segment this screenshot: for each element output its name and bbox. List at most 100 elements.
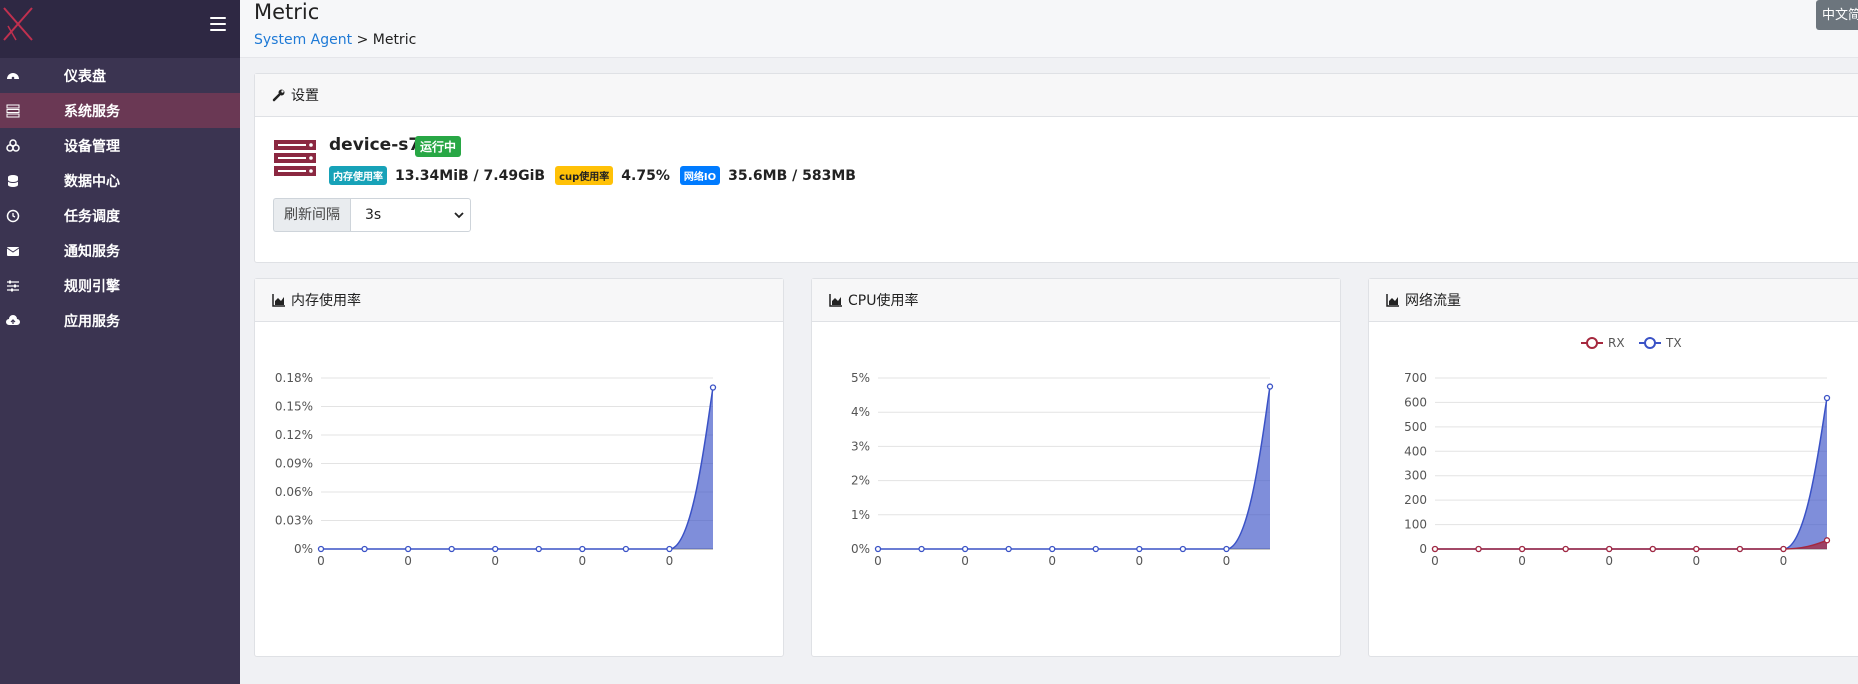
refresh-interval-value: 3s (365, 207, 382, 223)
breadcrumb-separator: > (356, 32, 369, 48)
sidebar-item-label: 任务调度 (64, 208, 120, 225)
cpu-chart: 0% 1% 2% 3% 4% 5% 0 0 0 0 0 (851, 371, 1274, 568)
sidebar-item-label: 通知服务 (64, 243, 120, 260)
sidebar: 仪表盘 系统服务 设备管理 数据中心 任务调度 通知服务 规则引擎 应用服务 (0, 0, 240, 684)
chart-title: 内存使用率 (291, 293, 361, 309)
x-tick-label: 0 (1605, 554, 1613, 568)
y-tick-label: 0% (294, 542, 313, 556)
sidebar-item-label: 应用服务 (64, 313, 120, 330)
sidebar-item-device-management[interactable]: 设备管理 (0, 128, 240, 163)
sidebar-item-dashboard[interactable]: 仪表盘 (0, 58, 240, 93)
sidebar-item-system-service[interactable]: 系统服务 (0, 93, 240, 128)
area-chart-icon (829, 294, 842, 307)
data-point-rx (1606, 545, 1613, 553)
devices-icon (6, 139, 20, 152)
series-area-tx (878, 386, 1270, 549)
wrench-icon (272, 89, 285, 102)
sliders-icon (7, 280, 19, 292)
envelope-icon (6, 247, 20, 256)
data-point-tx (622, 545, 630, 553)
x-tick-label: 0 (1693, 554, 1701, 568)
language-button[interactable]: 中文简 (1816, 0, 1858, 30)
memory-chart-card: 内存使用率 0% 0.03% 0.06% 0.09% 0.12% 0.15% 0.18% 0 0… (254, 278, 784, 657)
legend-marker (1644, 337, 1656, 349)
y-tick-label: 2% (851, 474, 870, 488)
y-tick-label: 200 (1404, 493, 1427, 507)
breadcrumb-link-system-agent[interactable]: System Agent (254, 32, 353, 48)
data-point-tx (317, 545, 325, 553)
breadcrumb: System Agent > Metric (254, 32, 416, 48)
sidebar-item-data-center[interactable]: 数据中心 (0, 163, 240, 198)
sidebar-item-task-schedule[interactable]: 任务调度 (0, 198, 240, 233)
clock-icon (6, 209, 20, 223)
y-tick-label: 0.12% (275, 428, 313, 442)
memory-value: 13.34MiB / 7.49GiB (395, 167, 546, 184)
legend-label: TX (1665, 336, 1682, 350)
data-point-tx (666, 545, 673, 553)
chart-card-header: CPU使用率 (812, 279, 1340, 322)
refresh-interval-select[interactable]: 3s (350, 198, 471, 232)
refresh-interval-label: 刷新间隔 (273, 198, 350, 232)
data-point-rx (1649, 545, 1656, 553)
series-line-tx (1435, 397, 1828, 550)
sidebar-item-rule-engine[interactable]: 规则引擎 (0, 268, 240, 303)
y-tick-label: 500 (1404, 420, 1427, 434)
sidebar-item-notify-service[interactable]: 通知服务 (0, 233, 240, 268)
sidebar-item-label: 设备管理 (64, 138, 120, 155)
data-point-rx (1780, 545, 1787, 553)
series-line-tx (321, 387, 714, 550)
y-tick-label: 0.03% (275, 514, 313, 528)
top-header: Metric System Agent > Metric 中文简 (240, 0, 1858, 58)
data-point-rx (1823, 537, 1831, 544)
sidebar-item-label: 规则引擎 (64, 278, 120, 295)
y-tick-label: 1% (851, 508, 870, 522)
series-area-rx (1435, 540, 1827, 549)
data-point-tx (361, 545, 368, 553)
settings-card-header: 设置 (255, 74, 1858, 117)
y-tick-label: 5% (851, 371, 870, 385)
y-tick-label: 0% (851, 542, 870, 556)
data-point-tx (709, 384, 717, 391)
sidebar-header (0, 0, 240, 58)
settings-card-title: 设置 (291, 88, 319, 104)
data-point-tx (492, 545, 499, 553)
y-tick-label: 400 (1404, 444, 1427, 458)
y-tick-label: 4% (851, 405, 870, 419)
series-area-tx (321, 387, 713, 549)
legend-label: RX (1608, 336, 1625, 350)
x-tick-label: 0 (961, 554, 969, 568)
sidebar-item-app-service[interactable]: 应用服务 (0, 303, 240, 338)
data-point-tx (535, 545, 542, 553)
breadcrumb-current: Metric (372, 32, 417, 48)
x-tick-label: 0 (1223, 554, 1231, 568)
series-line-tx (878, 386, 1271, 550)
data-point-tx (1266, 383, 1274, 390)
data-point-tx (1005, 545, 1012, 553)
legend-marker (1586, 337, 1598, 349)
server-list-icon (6, 104, 20, 118)
device-stats: 内存使用率 13.34MiB / 7.49GiB cup使用率 4.75% 网络… (329, 166, 866, 185)
y-tick-label: 700 (1404, 371, 1427, 385)
chart-title: 网络流量 (1405, 293, 1461, 309)
y-tick-label: 0 (1419, 542, 1427, 556)
network-chart-card: 网络流量 0 100 200 300 400 500 600 700 0 0 0 0 0 RX TX (1368, 278, 1858, 657)
data-point-tx (1223, 545, 1230, 553)
data-point-tx (961, 545, 969, 553)
y-tick-label: 0.18% (275, 371, 313, 385)
x-tick-label: 0 (1136, 554, 1144, 568)
data-point-tx (1136, 545, 1143, 553)
cpu-value: 4.75% (621, 167, 670, 184)
memory-badge: 内存使用率 (329, 166, 387, 185)
menu-toggle-icon[interactable] (210, 17, 226, 31)
refresh-interval-group: 刷新间隔 3s (273, 198, 471, 232)
x-tick-label: 0 (874, 554, 882, 568)
sidebar-item-label: 系统服务 (64, 103, 120, 120)
x-tick-label: 0 (1048, 554, 1056, 568)
x-tick-label: 0 (491, 554, 499, 568)
x-tick-label: 0 (404, 554, 412, 568)
y-tick-label: 0.15% (275, 400, 313, 414)
y-tick-label: 3% (851, 439, 870, 453)
data-point-tx (1179, 545, 1187, 553)
cloud-upload-icon (6, 315, 20, 325)
data-point-tx (448, 545, 455, 553)
